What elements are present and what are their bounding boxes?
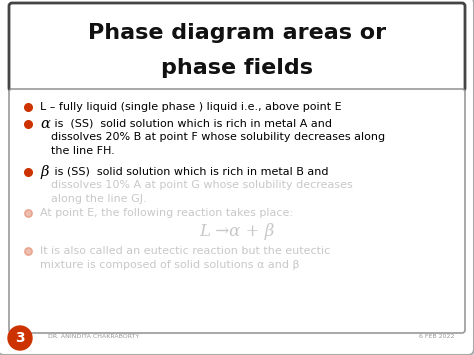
Text: β: β	[40, 165, 48, 179]
Text: dissolves 20% B at point F whose solubility decreases along: dissolves 20% B at point F whose solubil…	[51, 132, 385, 142]
Text: is  (SS)  solid solution which is rich in metal A and: is (SS) solid solution which is rich in …	[51, 119, 332, 129]
FancyBboxPatch shape	[9, 3, 465, 91]
Text: Phase diagram areas or: Phase diagram areas or	[88, 23, 386, 43]
Text: L – fully liquid (single phase ) liquid i.e., above point E: L – fully liquid (single phase ) liquid …	[40, 102, 342, 112]
Text: mixture is composed of solid solutions α and β: mixture is composed of solid solutions α…	[40, 260, 300, 269]
Text: the line FH.: the line FH.	[51, 146, 115, 156]
Text: phase fields: phase fields	[161, 58, 313, 78]
Text: α: α	[40, 117, 50, 131]
Text: DR. ANINDITA CHAKRABORTY: DR. ANINDITA CHAKRABORTY	[48, 333, 139, 339]
Text: L →α + β: L →α + β	[199, 223, 275, 240]
Circle shape	[8, 326, 32, 350]
FancyBboxPatch shape	[9, 89, 465, 333]
Text: It is also called an eutectic reaction but the eutectic: It is also called an eutectic reaction b…	[40, 246, 330, 256]
Text: along the line GJ.: along the line GJ.	[51, 194, 146, 204]
Text: 6 FEB 2022: 6 FEB 2022	[419, 333, 455, 339]
Text: 3: 3	[15, 331, 25, 345]
Text: is (SS)  solid solution which is rich in metal B and: is (SS) solid solution which is rich in …	[51, 167, 328, 177]
Text: dissolves 10% A at point G whose solubility decreases: dissolves 10% A at point G whose solubil…	[51, 180, 353, 191]
Text: At point E, the following reaction takes place:: At point E, the following reaction takes…	[40, 208, 293, 218]
